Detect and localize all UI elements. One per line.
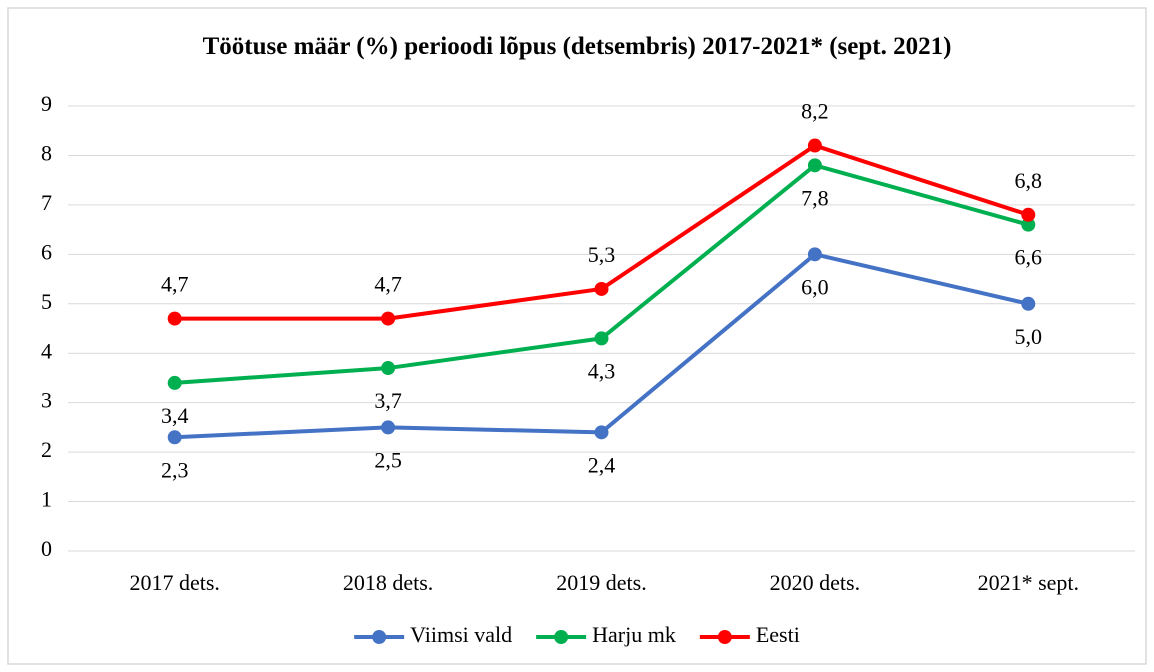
data-label: 5,0	[1015, 324, 1043, 349]
x-tick-label: 2018 dets.	[343, 570, 433, 595]
data-point	[381, 311, 396, 326]
data-label: 3,4	[161, 403, 189, 428]
legend-marker	[372, 630, 387, 644]
y-tick-label: 8	[41, 140, 52, 165]
data-point	[594, 281, 609, 296]
y-tick-label: 5	[41, 289, 52, 314]
legend-label: Harju mk	[592, 622, 676, 647]
data-point	[807, 158, 822, 173]
y-tick-label: 1	[41, 487, 52, 512]
data-label: 8,2	[801, 99, 829, 124]
data-label: 7,8	[801, 185, 829, 210]
series-line	[174, 252, 1029, 440]
y-tick-label: 0	[41, 536, 52, 561]
y-tick-label: 2	[41, 437, 52, 462]
data-label: 2,4	[588, 452, 616, 477]
data-point	[167, 375, 182, 390]
data-label: 2,3	[161, 457, 189, 482]
data-label: 4,7	[374, 272, 402, 297]
data-point	[807, 247, 822, 262]
data-point	[1021, 207, 1036, 222]
data-label: 3,7	[374, 388, 402, 413]
legend-marker	[717, 630, 732, 644]
data-point	[381, 361, 396, 376]
data-label: 2,5	[374, 447, 402, 472]
y-tick-label: 9	[41, 91, 52, 116]
data-point	[594, 425, 609, 440]
chart-border	[7, 7, 1147, 665]
data-point	[807, 138, 822, 153]
data-label: 5,3	[588, 242, 616, 267]
chart-title: Töötuse määr (%) perioodi lõpus (detsemb…	[202, 33, 952, 60]
data-point	[167, 311, 182, 326]
legend-marker	[554, 630, 569, 644]
data-point	[167, 430, 182, 445]
legend-item: Eesti	[699, 622, 800, 647]
x-tick-label: 2019 dets.	[556, 570, 646, 595]
data-point	[1021, 296, 1036, 311]
data-label: 6,6	[1015, 245, 1043, 270]
y-tick-label: 6	[41, 239, 52, 264]
data-label: 6,8	[1015, 168, 1043, 193]
x-tick-label: 2017 dets.	[129, 570, 219, 595]
data-point	[1021, 217, 1036, 232]
legend-label: Eesti	[756, 622, 800, 647]
y-tick-label: 3	[41, 388, 52, 413]
data-label: 4,7	[161, 272, 189, 297]
legend-item: Harju mk	[536, 622, 676, 647]
y-tick-label: 7	[41, 190, 52, 215]
legend: Viimsi vald Harju mk Eesti	[354, 622, 800, 647]
y-tick-label: 4	[41, 338, 52, 363]
data-point	[594, 331, 609, 346]
data-label: 4,3	[588, 358, 616, 383]
data-point	[381, 420, 396, 435]
data-label: 6,0	[801, 274, 829, 299]
x-tick-label: 2020 dets.	[770, 570, 860, 595]
legend-label: Viimsi vald	[410, 622, 512, 647]
x-tick-label: 2021* sept.	[978, 570, 1079, 595]
legend-item: Viimsi vald	[354, 622, 512, 647]
